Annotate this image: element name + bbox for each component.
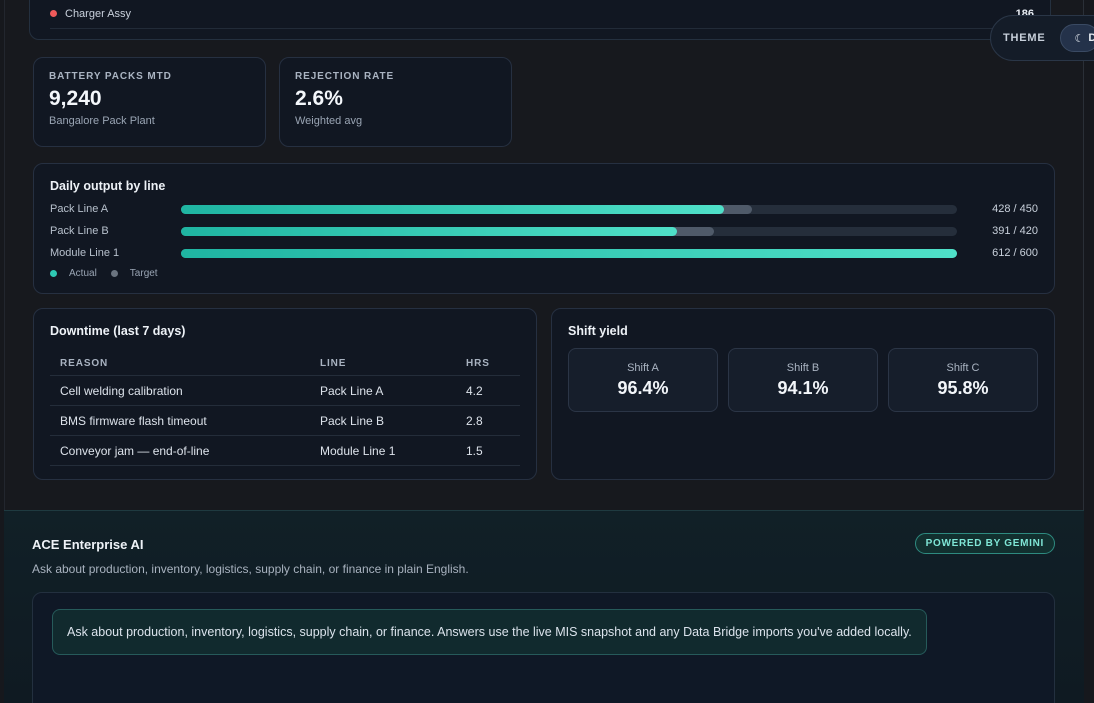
shift-name: Shift B <box>786 361 820 374</box>
moon-icon: ☾ <box>1074 32 1085 45</box>
bar-label: Module Line 1 <box>50 247 120 259</box>
daily-output-card: Daily output by line Pack Line A 428 / 4… <box>33 163 1055 294</box>
kpi-title: REJECTION RATE <box>295 71 395 82</box>
assistant-message: Ask about production, inventory, logisti… <box>52 609 927 655</box>
legend-dot-icon <box>110 270 118 277</box>
cell-line: Module Line 1 <box>320 443 396 458</box>
downtime-table: REASON LINE HRS Cell welding calibration… <box>50 352 520 466</box>
shift-tile: Shift A 96.4% <box>568 348 718 412</box>
bar-value: 612 / 600 <box>992 247 1038 259</box>
cell-hrs: 1.5 <box>466 443 483 458</box>
shift-tile: Shift B 94.1% <box>728 348 878 412</box>
legend-label: Actual <box>69 268 97 279</box>
table-row: BMS firmware flash timeout Pack Line B 2… <box>50 406 520 436</box>
top-list-card: Charger Assy 186 <box>29 0 1051 40</box>
legend-item-actual: Actual <box>50 268 97 279</box>
shift-value: 94.1% <box>777 377 829 398</box>
list-item-label: Charger Assy <box>65 7 132 20</box>
shift-tile: Shift C 95.8% <box>888 348 1038 412</box>
list-item: Charger Assy 186 <box>50 0 1034 29</box>
shift-value: 95.8% <box>937 377 989 398</box>
card-title: Downtime (last 7 days) <box>50 324 186 338</box>
theme-label: THEME <box>1003 32 1046 44</box>
cell-reason: BMS firmware flash timeout <box>60 413 207 428</box>
table-header: REASON LINE HRS <box>50 352 520 376</box>
shift-tiles: Shift A 96.4% Shift B 94.1% Shift C 95.8… <box>568 348 1038 412</box>
column-header-reason: REASON <box>60 358 109 369</box>
cell-reason: Cell welding calibration <box>60 383 183 398</box>
shift-name: Shift C <box>946 361 980 374</box>
bar-value: 428 / 450 <box>992 203 1038 215</box>
legend-label: Target <box>129 268 158 279</box>
ai-title: ACE Enterprise AI <box>32 537 144 552</box>
column-header-line: LINE <box>320 358 347 369</box>
bar-track <box>181 204 957 214</box>
output-bar-row: Module Line 1 612 / 600 <box>50 246 1038 260</box>
kpi-value: 9,240 <box>49 87 102 110</box>
kpi-value: 2.6% <box>295 87 343 110</box>
kpi-card-rejection-rate: REJECTION RATE 2.6% Weighted avg <box>279 57 512 147</box>
card-title: Shift yield <box>568 324 628 338</box>
bar-actual <box>181 204 724 214</box>
shift-name: Shift A <box>627 361 659 374</box>
bar-track <box>181 226 957 236</box>
bar-value: 391 / 420 <box>992 225 1038 237</box>
chart-legend: Actual Target <box>50 268 166 279</box>
shift-yield-card: Shift yield Shift A 96.4% Shift B 94.1% … <box>551 308 1055 480</box>
shift-value: 96.4% <box>617 377 669 398</box>
powered-by-badge: POWERED BY GEMINI <box>914 533 1055 554</box>
column-header-hrs: HRS <box>466 358 490 369</box>
kpi-card-battery-packs: BATTERY PACKS MTD 9,240 Bangalore Pack P… <box>33 57 266 147</box>
downtime-card: Downtime (last 7 days) REASON LINE HRS C… <box>33 308 537 480</box>
kpi-title: BATTERY PACKS MTD <box>49 71 172 82</box>
cell-reason: Conveyor jam — end-of-line <box>60 443 210 458</box>
table-row: Conveyor jam — end-of-line Module Line 1… <box>50 436 520 466</box>
cell-hrs: 4.2 <box>466 383 483 398</box>
cell-line: Pack Line B <box>320 413 385 428</box>
cell-line: Pack Line A <box>320 383 384 398</box>
card-title: Daily output by line <box>50 179 166 193</box>
legend-dot-icon <box>50 270 57 277</box>
bar-label: Pack Line A <box>50 203 109 215</box>
theme-toggle-button[interactable]: ☾ D <box>1059 24 1094 52</box>
theme-switcher: THEME ☾ D <box>990 15 1094 61</box>
cell-hrs: 2.8 <box>466 413 483 428</box>
legend-item-target: Target <box>110 268 158 279</box>
ai-chat-panel: Ask about production, inventory, logisti… <box>32 592 1055 703</box>
output-bar-row: Pack Line B 391 / 420 <box>50 224 1038 238</box>
output-bar-row: Pack Line A 428 / 450 <box>50 202 1038 216</box>
status-dot-icon <box>50 10 57 17</box>
bar-label: Pack Line B <box>50 225 109 237</box>
ai-assistant-section: ACE Enterprise AI Ask about production, … <box>4 510 1084 703</box>
kpi-subtitle: Weighted avg <box>295 115 363 127</box>
theme-toggle-label: D <box>1088 32 1094 44</box>
ai-subtitle: Ask about production, inventory, logisti… <box>32 562 469 576</box>
kpi-subtitle: Bangalore Pack Plant <box>49 115 155 127</box>
bar-actual <box>181 226 677 236</box>
bar-actual <box>181 248 957 258</box>
bar-track <box>181 248 957 258</box>
table-row: Cell welding calibration Pack Line A 4.2 <box>50 376 520 406</box>
